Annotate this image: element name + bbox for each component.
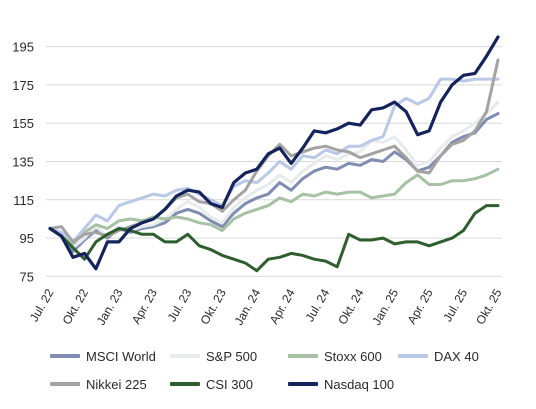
x-tick-label: Jan. 25 [369,286,401,327]
x-tick-label: Okt. 23 [197,286,229,327]
legend-swatch [50,382,80,386]
x-tick-label: Jul. 23 [165,286,195,324]
x-tick-label: Jul. 24 [302,286,332,324]
x-tick-label: Okt. 25 [473,286,505,327]
x-tick-label: Jul. 25 [440,286,470,324]
legend-row: Nikkei 225 CSI 300 Nasdaq 100 [0,374,536,394]
x-tick-label: Okt. 24 [335,286,367,327]
y-tick-label: 195 [12,40,34,55]
legend-label: Stoxx 600 [324,348,382,364]
legend-label: S&P 500 [206,348,258,364]
x-tick-label: Jul. 22 [27,286,57,324]
y-tick-label: 135 [12,155,34,170]
legend-item: Nasdaq 100 [288,374,394,394]
legend-label: Nikkei 225 [86,376,147,392]
x-tick-label: Apr. 25 [405,286,436,326]
series-line-nasdaq-100 [48,35,500,271]
legend-label: CSI 300 [206,376,253,392]
legend-swatch [170,354,200,358]
legend-item: Nikkei 225 [50,374,147,394]
legend-item: S&P 500 [170,346,257,366]
legend-item: Stoxx 600 [288,346,382,366]
legend-swatch [288,382,318,386]
series-line-stoxx-600 [48,167,500,246]
x-tick-label: Apr. 23 [129,286,160,326]
y-tick-label: 155 [12,116,34,131]
legend-item: DAX 40 [398,346,479,366]
x-tick-label: Apr. 24 [267,286,298,326]
y-tick-label: 175 [12,78,34,93]
x-tick-label: Jan. 24 [232,286,264,327]
x-tick-label: Okt. 22 [60,286,92,327]
series-line-csi-300 [48,204,500,273]
legend-swatch [398,354,428,358]
x-tick-label: Jan. 23 [94,286,126,327]
y-tick-label: 115 [13,193,34,208]
legend-swatch [50,354,80,358]
series-line-dax-40 [48,77,500,244]
legend-label: MSCI World [86,348,156,364]
legend-item: CSI 300 [170,374,253,394]
legend-label: Nasdaq 100 [324,376,395,392]
legend-label: DAX 40 [434,348,479,364]
y-tick-label: 95 [20,231,34,246]
y-tick-label: 75 [20,269,34,284]
legend-swatch [170,382,200,386]
legend-swatch [288,354,318,358]
legend-row: MSCI World S&P 500 Stoxx 600 DAX 40 [0,346,536,366]
legend-item: MSCI World [50,346,156,366]
